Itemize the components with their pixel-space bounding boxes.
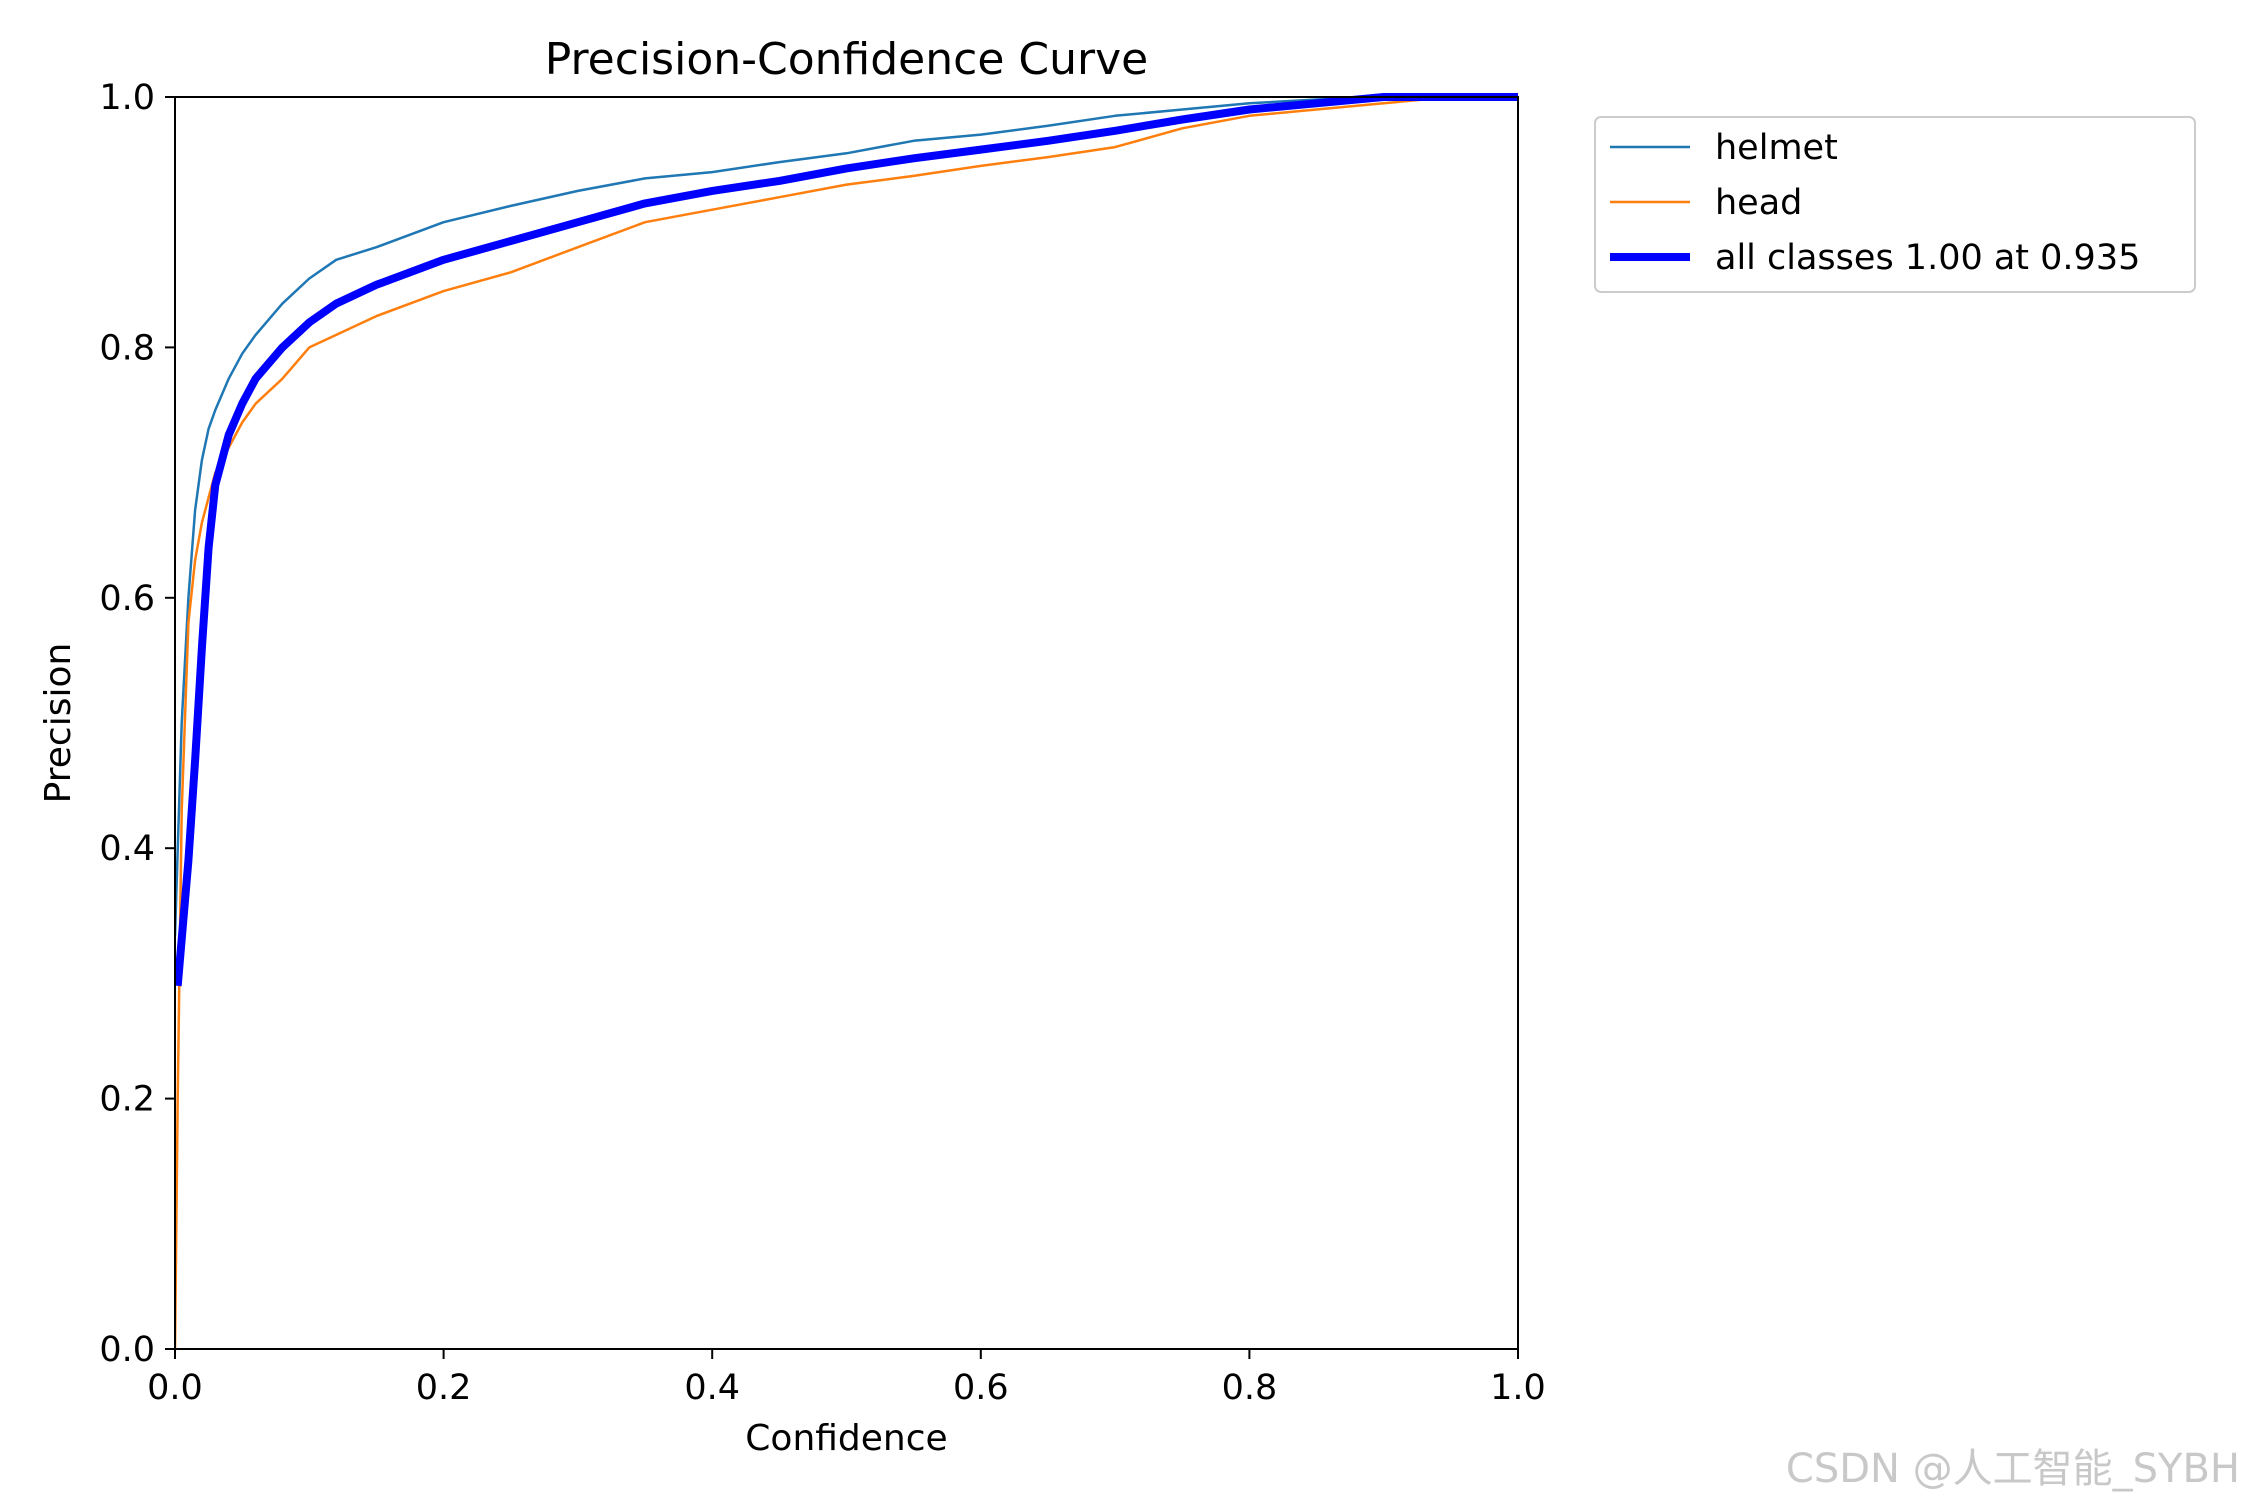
legend-box	[1594, 116, 2196, 293]
x-tick-label: 0.2	[416, 1368, 472, 1408]
y-tick-label: 0.2	[99, 1080, 155, 1120]
y-tick-label: 0.4	[99, 829, 155, 869]
x-tick-label: 0.8	[1222, 1368, 1278, 1408]
series-line-helmet	[175, 95, 1518, 936]
axes: 0.0 0.2 0.4 0.6 0.8 1.0 0.0 0.2 0.4 0.6 0.8 1.0	[99, 78, 1546, 1408]
plot-area	[175, 93, 1518, 1349]
y-tick-label: 1.0	[99, 78, 155, 118]
legend: helmet head all classes 1.00 at 0.935	[1594, 116, 2196, 293]
x-tick-label: 0.0	[147, 1368, 203, 1408]
legend-label: all classes 1.00 at 0.935	[1715, 238, 2140, 278]
legend-label: head	[1715, 183, 1802, 223]
y-axis-label: Precision	[38, 643, 79, 804]
watermark: CSDN @人工智能_SYBH	[1785, 1446, 2240, 1492]
legend-label: helmet	[1715, 128, 1838, 168]
x-tick-label: 0.6	[953, 1368, 1009, 1408]
x-tick-label: 0.4	[684, 1368, 740, 1408]
y-tick-label: 0.8	[99, 328, 155, 368]
plot-frame	[174, 96, 1519, 1350]
series-line-head	[175, 95, 1518, 1349]
y-tick-label: 0.0	[99, 1330, 155, 1370]
series-line-all	[175, 93, 1518, 987]
chart-title: Precision-Confidence Curve	[545, 34, 1148, 85]
x-tick-label: 1.0	[1490, 1368, 1546, 1408]
y-tick-label: 0.6	[99, 579, 155, 619]
x-axis-label: Confidence	[745, 1418, 947, 1459]
